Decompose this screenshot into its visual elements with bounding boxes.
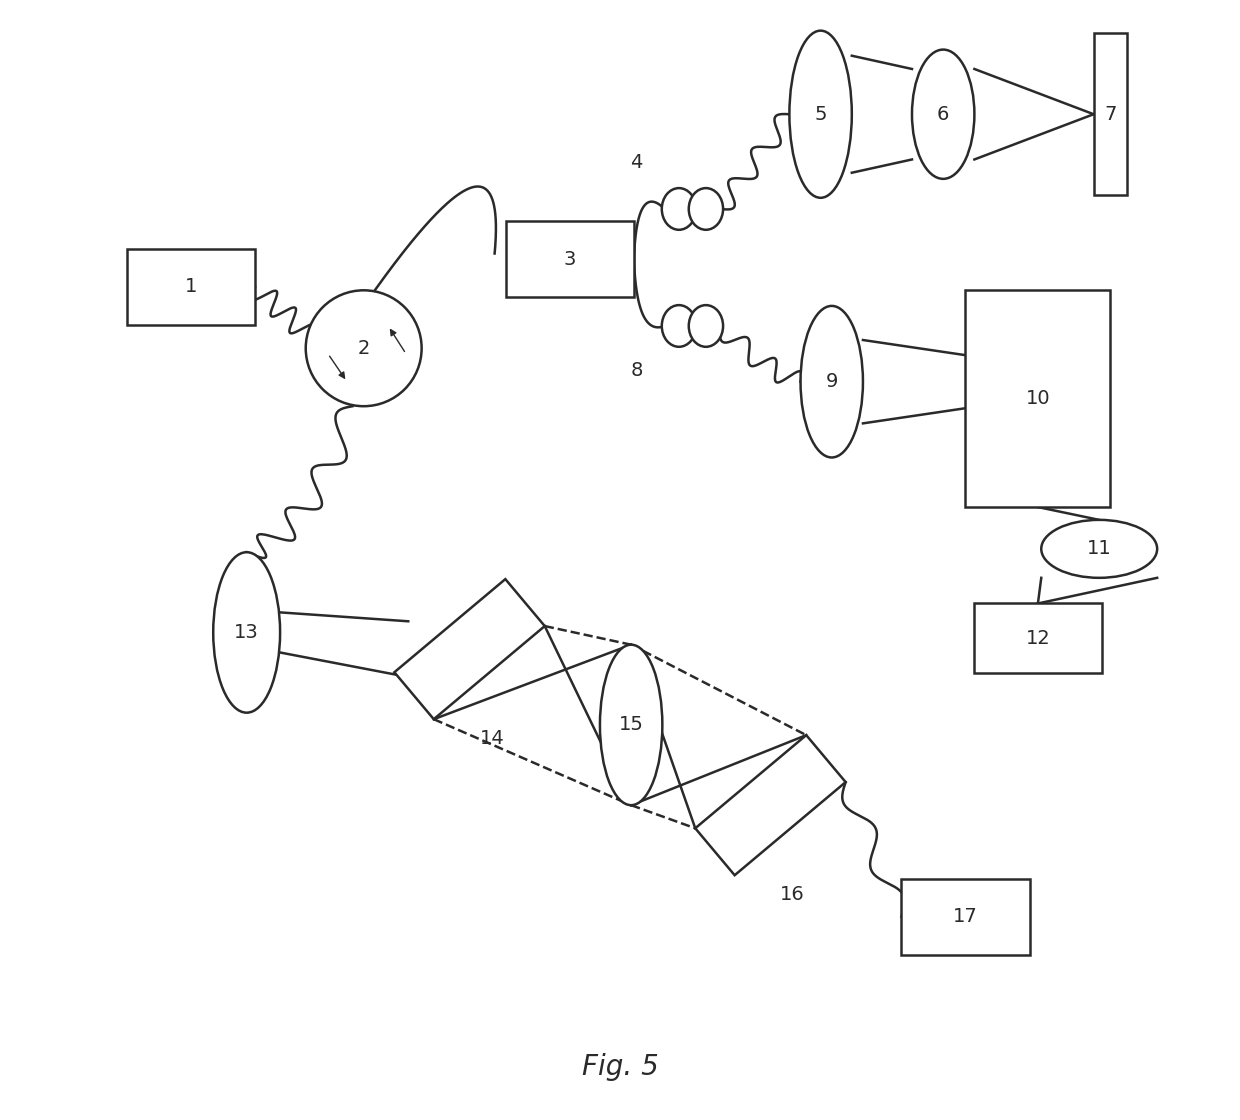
Polygon shape <box>394 579 544 719</box>
Text: 11: 11 <box>1086 540 1111 559</box>
Text: 16: 16 <box>780 885 805 904</box>
Bar <box>966 290 1110 507</box>
Text: 15: 15 <box>619 716 644 735</box>
Ellipse shape <box>662 305 696 347</box>
Text: 10: 10 <box>1025 389 1050 408</box>
Bar <box>1094 34 1127 195</box>
Ellipse shape <box>911 49 975 179</box>
Bar <box>506 222 634 297</box>
Text: 6: 6 <box>937 105 950 123</box>
Text: 8: 8 <box>630 361 642 380</box>
Polygon shape <box>696 735 846 875</box>
Text: 5: 5 <box>815 105 827 123</box>
Ellipse shape <box>688 305 723 347</box>
Text: 12: 12 <box>1025 628 1050 647</box>
Text: 3: 3 <box>564 250 577 269</box>
Text: 13: 13 <box>234 623 259 642</box>
Text: 7: 7 <box>1104 105 1116 123</box>
Ellipse shape <box>213 552 280 712</box>
Ellipse shape <box>600 645 662 805</box>
Ellipse shape <box>688 188 723 230</box>
Ellipse shape <box>662 188 696 230</box>
Ellipse shape <box>306 290 422 407</box>
Ellipse shape <box>801 306 863 457</box>
Text: 14: 14 <box>480 729 505 748</box>
Text: Fig. 5: Fig. 5 <box>582 1053 658 1081</box>
Ellipse shape <box>790 30 852 198</box>
Text: 9: 9 <box>826 372 838 391</box>
Text: 1: 1 <box>185 278 197 297</box>
Ellipse shape <box>1042 520 1157 578</box>
Text: 2: 2 <box>357 338 370 357</box>
Bar <box>901 879 1029 954</box>
Text: 4: 4 <box>630 152 642 171</box>
Text: 17: 17 <box>954 907 978 926</box>
Bar <box>126 249 255 325</box>
Bar <box>973 604 1102 672</box>
